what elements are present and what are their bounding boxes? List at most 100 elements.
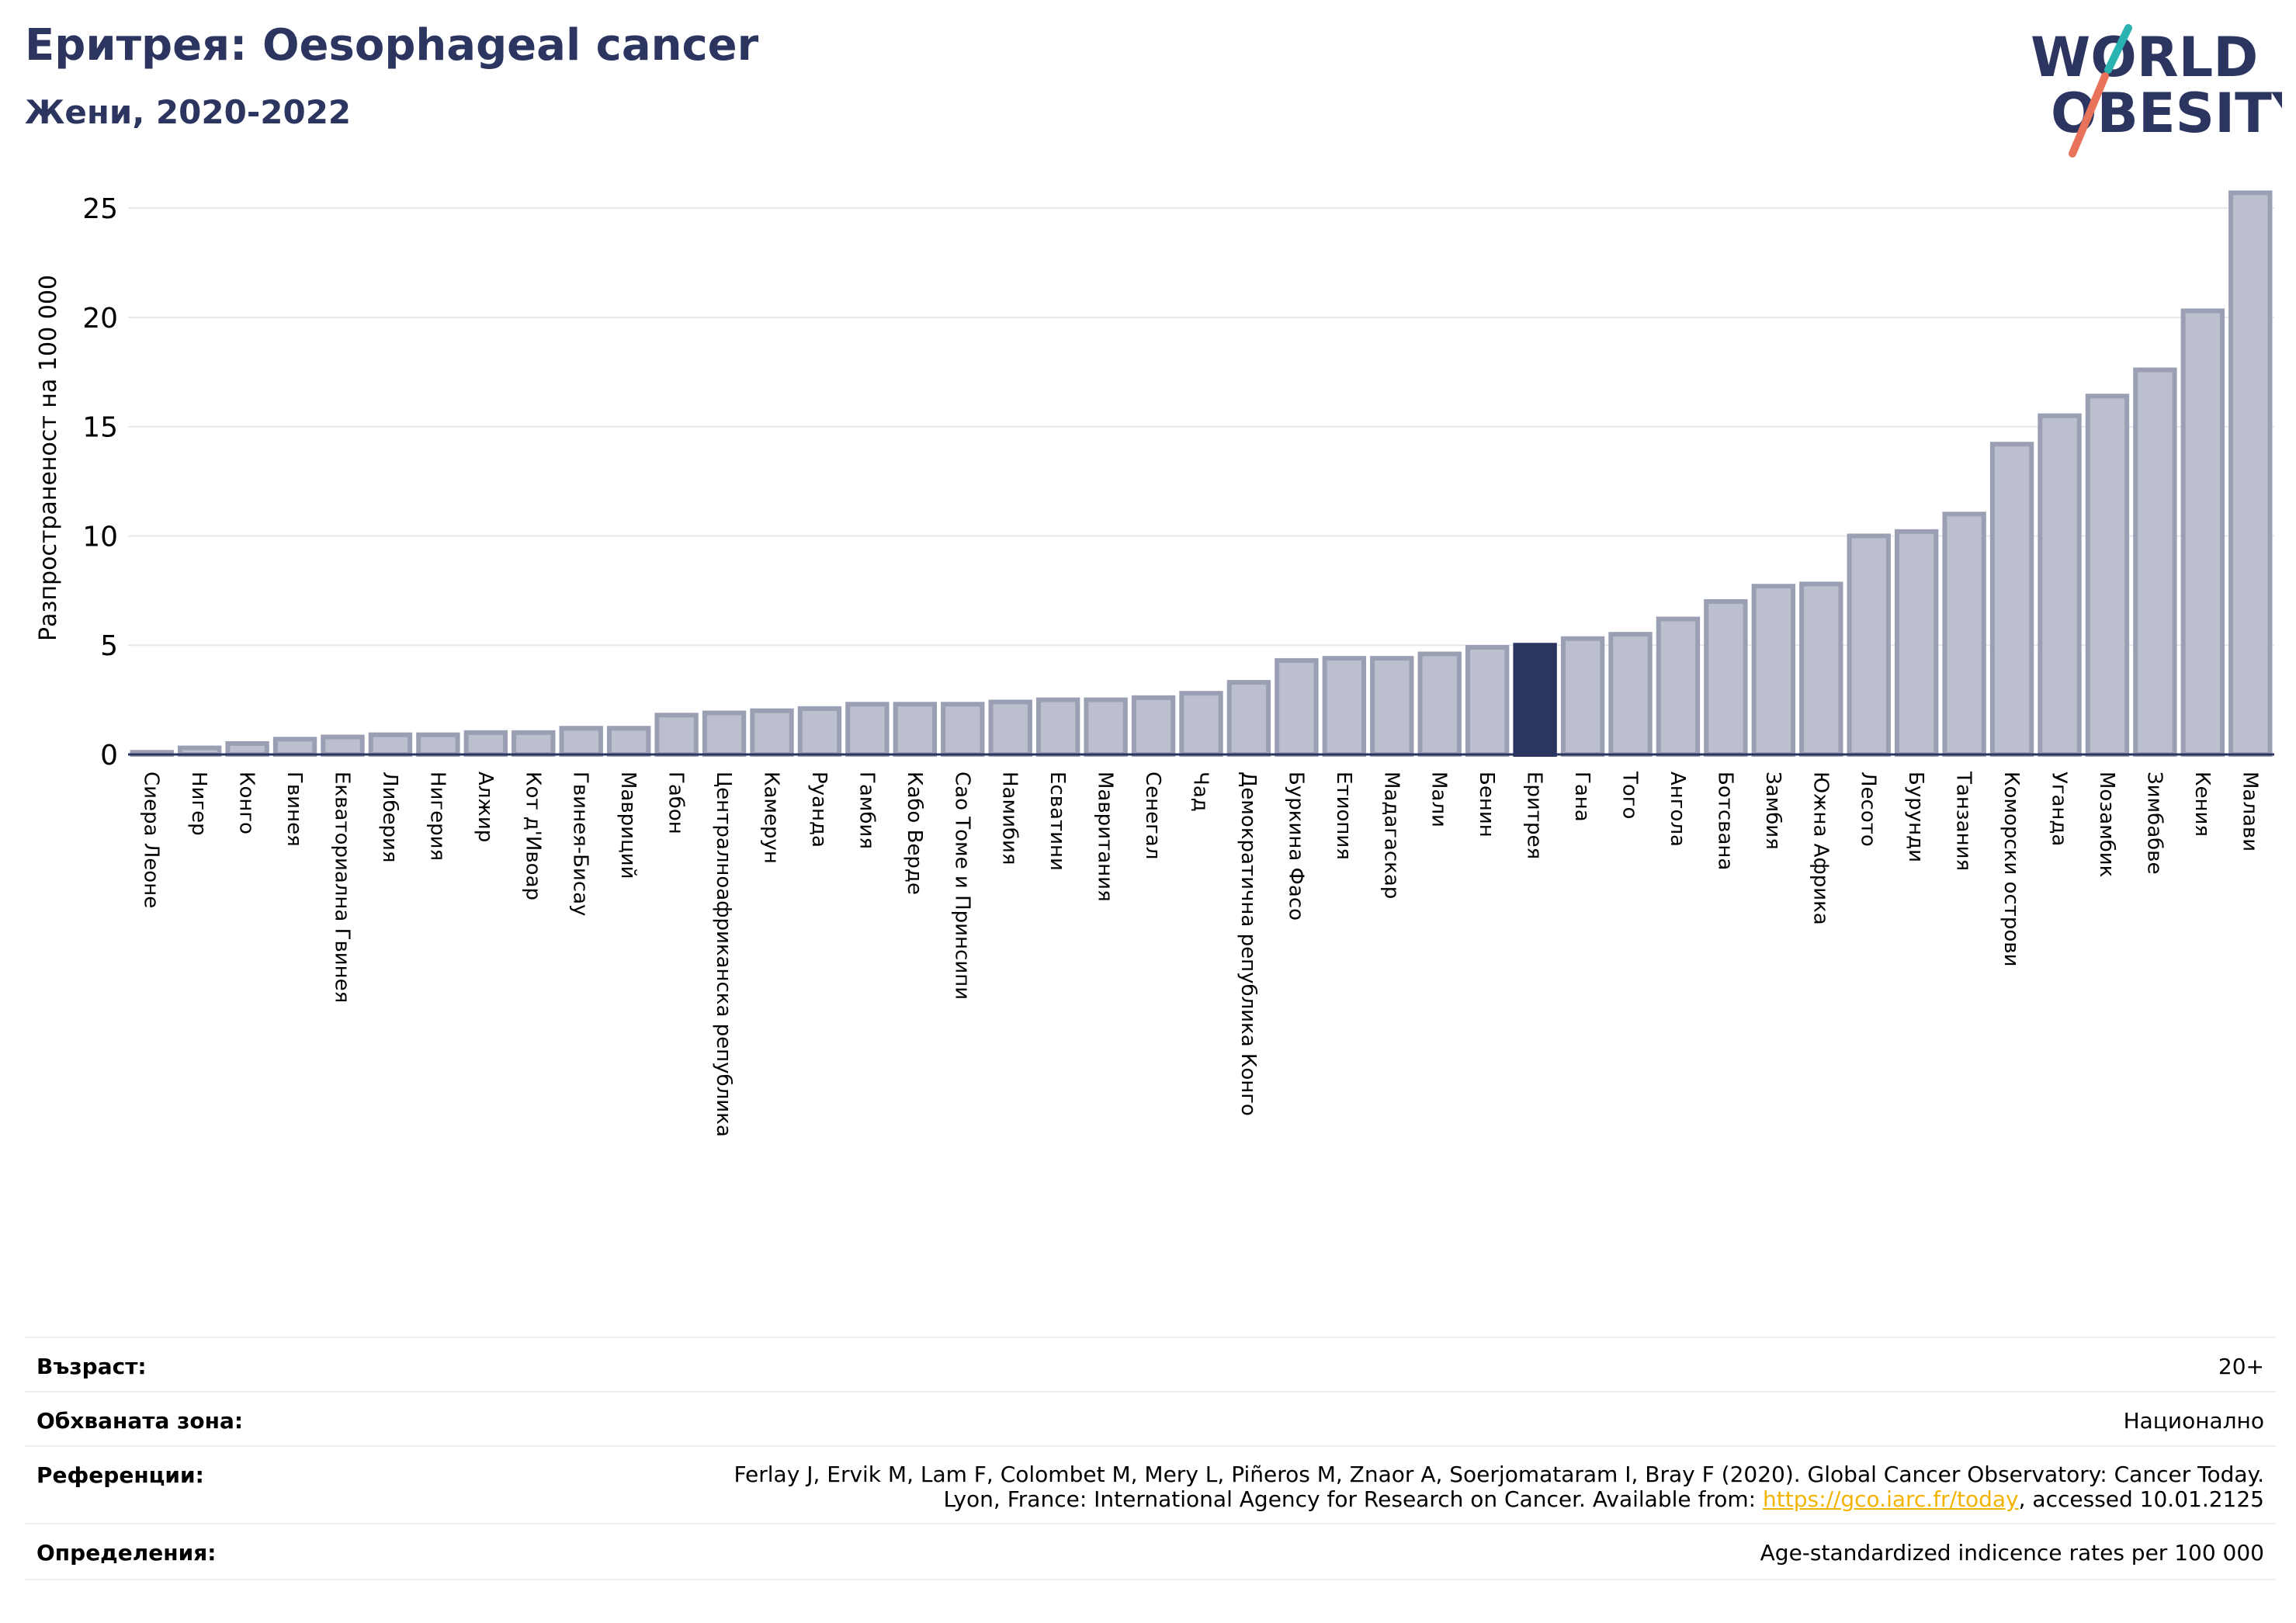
world-obesity-logo: WORLD OBESITY <box>2031 24 2282 158</box>
x-tick-label: Централноафриканска република <box>712 772 735 1137</box>
age-label: Възраст: <box>36 1354 147 1379</box>
x-tick-label: Гамбия <box>855 772 878 849</box>
x-tick-label: Мадагаскар <box>1379 772 1403 899</box>
bar <box>1275 657 1319 758</box>
bar <box>2085 394 2130 757</box>
bar <box>606 726 651 758</box>
bar <box>1942 512 1986 757</box>
x-tick-label: Сао Томе и Принсипи <box>950 772 973 1000</box>
y-tick-label: 0 <box>100 740 118 772</box>
x-tick-label: Екваториална Гвинея <box>331 772 354 1003</box>
x-tick-label: Габон <box>664 772 688 834</box>
x-tick-label: Нигерия <box>425 772 449 861</box>
x-tick-label: Нигер <box>187 772 210 836</box>
x-tick-label: Сенегал <box>1141 772 1164 859</box>
row-age: Възраст: 20+ <box>25 1337 2276 1392</box>
x-tick-label: Мали <box>1427 772 1451 827</box>
references-line2-suffix: , accessed 10.01.2125 <box>2018 1486 2264 1512</box>
row-coverage: Обхваната зона: Национално <box>25 1391 2276 1447</box>
bar <box>272 737 317 757</box>
x-tick-label: Ангола <box>1666 772 1689 847</box>
y-tick-label: 10 <box>82 521 118 553</box>
x-tick-label: Руанда <box>807 772 831 848</box>
bar <box>1226 680 1271 757</box>
x-tick-label: Кабо Верде <box>903 772 926 895</box>
bar <box>321 734 365 758</box>
row-definitions: Определения: Age-standardized indicence … <box>25 1523 2276 1580</box>
x-tick-label: Демократична република Конго <box>1236 772 1260 1116</box>
x-tick-label: Коморски острови <box>1999 772 2023 967</box>
x-tick-label: Либерия <box>378 772 401 863</box>
chart-title: Еритрея: Oesophageal cancer <box>25 20 759 71</box>
bar-chart: Сиера Леоне Нигер Конго Гвинея Екваториална … <box>35 190 2274 1137</box>
bar <box>1656 616 1701 758</box>
bar <box>1322 656 1367 757</box>
x-tick-label: Зимбабве <box>2142 772 2166 875</box>
logo-slash-bottom <box>2069 72 2109 158</box>
x-tick-label: Танзания <box>1952 771 1975 871</box>
y-tick-label: 5 <box>100 630 118 662</box>
bar <box>416 732 460 758</box>
logo-slash-top <box>2104 24 2132 74</box>
bar <box>559 726 603 758</box>
definitions-label: Определения: <box>36 1540 217 1566</box>
bar <box>702 710 747 757</box>
coverage-value: Национално <box>2123 1408 2264 1434</box>
x-tick-label: Гвинея <box>283 772 306 847</box>
bar <box>1989 442 2034 757</box>
bar-highlighted <box>1513 643 1557 757</box>
y-tick-labels: 0 5 10 15 20 25 <box>82 193 118 772</box>
table-bottom-rule <box>25 1579 2276 1580</box>
x-tick-label: Гвинея-Бисау <box>569 772 592 916</box>
x-tick-label: Мавритания <box>1094 772 1117 902</box>
coverage-label: Обхваната зона: <box>36 1408 244 1434</box>
definitions-value: Age-standardized indicence rates per 100… <box>1760 1540 2264 1566</box>
logo-text-world: WORLD <box>2031 26 2258 89</box>
bar <box>1131 695 1176 757</box>
x-tick-label: Етиопия <box>1332 772 1355 860</box>
x-tick-label: Бурунди <box>1904 772 1927 862</box>
bar <box>1417 651 1462 757</box>
y-axis-label: Разпространеност на 100 000 <box>35 275 62 641</box>
bar <box>797 706 842 758</box>
bar <box>2038 413 2082 757</box>
x-tick-label: Сиера Леоне <box>140 772 163 908</box>
x-tick-label: Чад <box>1189 772 1212 812</box>
x-tick-label: Бенин <box>1475 772 1498 838</box>
x-tick-label: Лесото <box>1857 772 1880 847</box>
bar <box>1799 581 1843 758</box>
bar <box>225 740 269 758</box>
references-line1: Ferlay J, Ervik M, Lam F, Colombet M, Me… <box>734 1462 2264 1487</box>
age-value: 20+ <box>2218 1354 2264 1379</box>
x-tick-label: Конго <box>235 772 258 834</box>
bar <box>941 702 985 757</box>
bar <box>1704 598 1748 758</box>
x-tick-label: Мозамбик <box>2095 772 2118 877</box>
x-tick-label: Уганда <box>2048 772 2071 846</box>
references-line2-prefix: Lyon, France: International Agency for R… <box>943 1486 1763 1512</box>
x-tick-label: Малави <box>2238 772 2261 851</box>
bar <box>463 730 508 757</box>
bar <box>845 702 890 757</box>
bar <box>1179 691 1223 758</box>
x-tick-label: Есватини <box>1046 772 1069 871</box>
x-tick-label: Кения <box>2190 772 2214 837</box>
x-tick-label: Кот д'Ивоар <box>521 772 544 900</box>
x-tick-label: Южна Африка <box>1809 772 1832 925</box>
x-tick-label: Мавриций <box>616 772 640 879</box>
references-link[interactable]: https://gco.iarc.fr/today <box>1763 1486 2019 1512</box>
bar <box>2180 308 2225 757</box>
bar <box>1035 697 1080 757</box>
bar <box>1560 636 1605 757</box>
bar <box>1370 656 1414 757</box>
bar <box>512 730 556 757</box>
bar <box>2228 190 2273 757</box>
x-tick-label: Гана <box>1570 772 1594 822</box>
x-tick-label: Того <box>1618 771 1642 819</box>
bar <box>1608 632 1653 758</box>
x-tick-label: Намибия <box>998 772 1021 865</box>
y-tick-label: 20 <box>82 303 118 335</box>
bar <box>750 708 794 758</box>
bar <box>1465 645 1510 757</box>
x-tick-label: Буркина Фасо <box>1284 772 1307 921</box>
